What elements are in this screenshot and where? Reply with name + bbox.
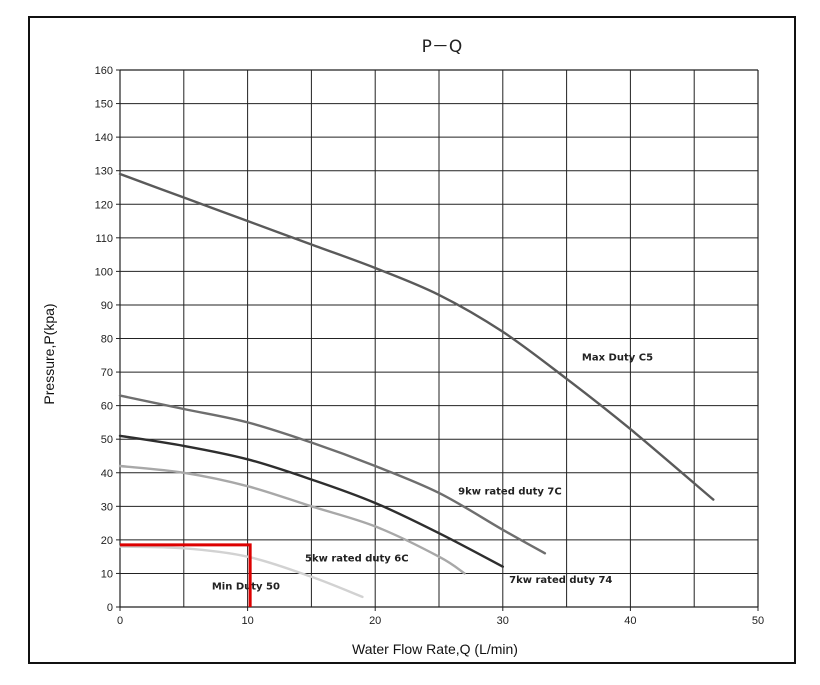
curve-label-min-duty-50: Min Duty 50 [212, 582, 280, 593]
y-tick-label: 150 [95, 99, 113, 111]
x-tick-label: 30 [497, 615, 509, 627]
grid [119, 69, 759, 608]
y-tick-label: 120 [95, 199, 113, 211]
duty-marker [120, 543, 252, 607]
curve-label-9kw-rated-duty-7c: 9kw rated duty 7C [458, 487, 562, 498]
y-tick-label: 30 [101, 501, 113, 513]
curve-label-max-duty-c5: Max Duty C5 [582, 352, 653, 363]
y-tick-label: 60 [101, 401, 113, 413]
y-tick-label: 70 [101, 367, 113, 379]
y-tick-label: 40 [101, 468, 113, 480]
x-tick-label: 10 [241, 615, 253, 627]
curve-max-duty-c5 [118, 172, 715, 501]
curve-5kw-rated-duty-6c [118, 464, 466, 575]
curve-labels: Max Duty C5 9kw rated duty 7C 7kw rated du… [212, 352, 653, 592]
y-tick-label: 160 [95, 65, 113, 77]
curves [118, 172, 715, 599]
axis-ticks: 0102030405060708090100110120130140150160… [95, 65, 764, 627]
x-tick-label: 0 [117, 615, 123, 627]
y-tick-label: 130 [95, 166, 113, 178]
x-tick-label: 20 [369, 615, 381, 627]
x-axis-title: Water Flow Rate,Q (L/min) [352, 641, 518, 657]
y-axis-title: Pressure,P(kpa) [41, 303, 57, 404]
curve-label-7kw-rated-duty-74: 7kw rated duty 74 [509, 575, 612, 586]
duty-point-marker-line [120, 543, 252, 607]
curve-9kw-rated-duty-7c [118, 394, 547, 555]
y-tick-label: 50 [101, 434, 113, 446]
chart-frame: 0 10 20 30 40 50 60 70 80 90 100 110 120 130 140 150 160… [28, 16, 796, 664]
curve-label-5kw-rated-duty-6c: 5kw rated duty 6C [305, 554, 409, 565]
y-tick-label: 110 [95, 233, 113, 245]
y-tick-label: 90 [101, 300, 113, 312]
pq-chart: 0102030405060708090100110120130140150160… [41, 37, 764, 657]
y-tick-label: 0 [107, 602, 113, 614]
y-tick-label: 20 [101, 535, 113, 547]
chart-title: P－Q [422, 37, 463, 57]
curve-7kw-rated-duty-74 [118, 434, 504, 568]
x-tick-label: 40 [624, 615, 636, 627]
y-tick-label: 80 [101, 334, 113, 346]
y-tick-label: 10 [101, 568, 113, 580]
y-tick-label: 140 [95, 132, 113, 144]
y-tick-label: 100 [95, 266, 113, 278]
x-tick-label: 50 [752, 615, 764, 627]
curve-min-duty-50 [118, 545, 364, 599]
